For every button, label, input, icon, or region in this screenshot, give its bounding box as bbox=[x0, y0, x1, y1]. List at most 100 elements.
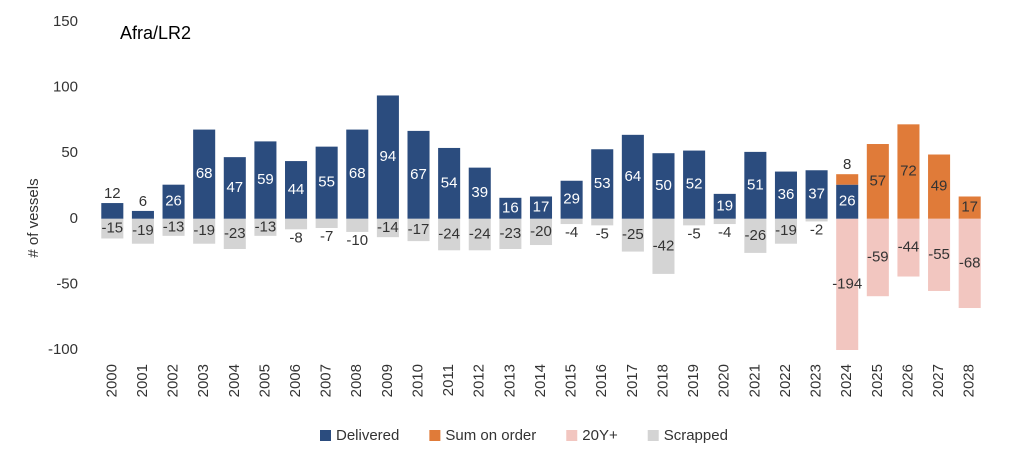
legend-label: Sum on order bbox=[445, 427, 536, 444]
y-tick-label: -50 bbox=[56, 275, 78, 292]
value-label: 44 bbox=[288, 181, 305, 198]
x-tick-label: 2006 bbox=[287, 364, 304, 397]
value-label: -25 bbox=[622, 226, 644, 243]
value-label: -19 bbox=[193, 222, 215, 239]
bar bbox=[223, 157, 246, 219]
value-label: 17 bbox=[533, 199, 550, 216]
value-label: -4 bbox=[718, 224, 731, 241]
bar bbox=[407, 130, 430, 219]
value-label: -23 bbox=[500, 225, 522, 242]
bar bbox=[897, 124, 920, 219]
bar bbox=[866, 218, 889, 297]
x-tick-label: 2012 bbox=[471, 364, 488, 397]
value-label: 16 bbox=[502, 199, 519, 216]
value-label: -59 bbox=[867, 248, 889, 265]
x-tick-label: 2003 bbox=[195, 364, 212, 397]
y-tick-label: 0 bbox=[70, 210, 78, 227]
x-tick-label: 2004 bbox=[226, 364, 243, 397]
value-label: -13 bbox=[255, 218, 277, 235]
x-tick-label: 2023 bbox=[808, 364, 825, 397]
bar bbox=[193, 129, 216, 219]
y-tick-label: 100 bbox=[53, 79, 78, 96]
bar bbox=[254, 218, 277, 236]
value-label: 17 bbox=[961, 199, 978, 216]
x-tick-label: 2016 bbox=[593, 364, 610, 397]
bar bbox=[958, 218, 981, 309]
bar bbox=[958, 196, 981, 219]
bar bbox=[162, 218, 185, 236]
bar bbox=[254, 141, 277, 219]
value-label: 37 bbox=[808, 185, 825, 202]
x-tick-label: 2018 bbox=[654, 364, 671, 397]
value-label: 67 bbox=[410, 166, 427, 183]
bar bbox=[468, 218, 491, 251]
bar bbox=[836, 184, 859, 219]
bar bbox=[683, 218, 706, 226]
chart-title: Afra/LR2 bbox=[120, 23, 191, 43]
bar bbox=[621, 218, 644, 252]
bar bbox=[223, 218, 246, 249]
value-label: -20 bbox=[530, 223, 552, 240]
value-label: 52 bbox=[686, 176, 703, 193]
bar bbox=[744, 151, 767, 219]
x-tick-label: 2021 bbox=[746, 364, 763, 397]
bar bbox=[652, 218, 675, 274]
value-label: -4 bbox=[565, 224, 578, 241]
x-tick-label: 2014 bbox=[532, 364, 549, 397]
bar bbox=[499, 197, 522, 219]
y-tick-label: 50 bbox=[61, 144, 78, 161]
x-tick-label: 2022 bbox=[777, 364, 794, 397]
x-tick-label: 2008 bbox=[348, 364, 365, 397]
value-label: -44 bbox=[898, 239, 920, 256]
y-axis-label: # of vessels bbox=[25, 178, 42, 257]
bar bbox=[805, 170, 828, 219]
value-label: -23 bbox=[224, 225, 246, 242]
x-tick-label: 2001 bbox=[134, 364, 151, 397]
value-label: -10 bbox=[346, 232, 368, 249]
value-label: -17 bbox=[408, 221, 430, 238]
value-label: -5 bbox=[596, 225, 609, 242]
bar bbox=[101, 203, 124, 219]
bar bbox=[591, 149, 614, 219]
value-label: 55 bbox=[318, 174, 335, 191]
value-label: 19 bbox=[716, 197, 733, 214]
bar bbox=[560, 180, 583, 219]
bar bbox=[744, 218, 767, 253]
value-label: 49 bbox=[931, 178, 948, 195]
value-label: 57 bbox=[869, 172, 886, 189]
x-tick-label: 2007 bbox=[318, 364, 335, 397]
value-label: 54 bbox=[441, 174, 458, 191]
bar bbox=[438, 218, 461, 251]
value-label: 68 bbox=[349, 165, 366, 182]
bar bbox=[162, 184, 185, 219]
value-label: -68 bbox=[959, 254, 981, 271]
bar bbox=[774, 171, 797, 219]
legend-label: Delivered bbox=[336, 427, 399, 444]
x-tick-label: 2027 bbox=[930, 364, 947, 397]
bar bbox=[529, 218, 553, 246]
value-label: -42 bbox=[653, 237, 675, 254]
value-label: 39 bbox=[471, 184, 488, 201]
y-tick-label: -100 bbox=[48, 341, 78, 358]
bar bbox=[928, 154, 951, 219]
legend-swatch bbox=[647, 430, 659, 441]
x-tick-label: 2019 bbox=[685, 364, 702, 397]
value-label: -55 bbox=[928, 246, 950, 263]
x-tick-label: 2026 bbox=[899, 364, 916, 397]
value-label: -13 bbox=[163, 218, 185, 235]
value-label: -8 bbox=[289, 229, 302, 246]
value-label: 72 bbox=[900, 163, 917, 180]
bar bbox=[407, 218, 430, 242]
bar bbox=[346, 129, 369, 219]
value-label: -19 bbox=[132, 222, 154, 239]
bar bbox=[315, 146, 338, 219]
value-label: 64 bbox=[625, 168, 642, 185]
legend-label: 20Y+ bbox=[582, 427, 618, 444]
bar bbox=[131, 218, 154, 244]
bar bbox=[346, 218, 369, 232]
bar bbox=[376, 218, 399, 238]
legend-swatch bbox=[429, 430, 441, 441]
bar bbox=[315, 218, 338, 228]
legend-label: Scrapped bbox=[664, 427, 728, 444]
bar bbox=[591, 218, 614, 226]
